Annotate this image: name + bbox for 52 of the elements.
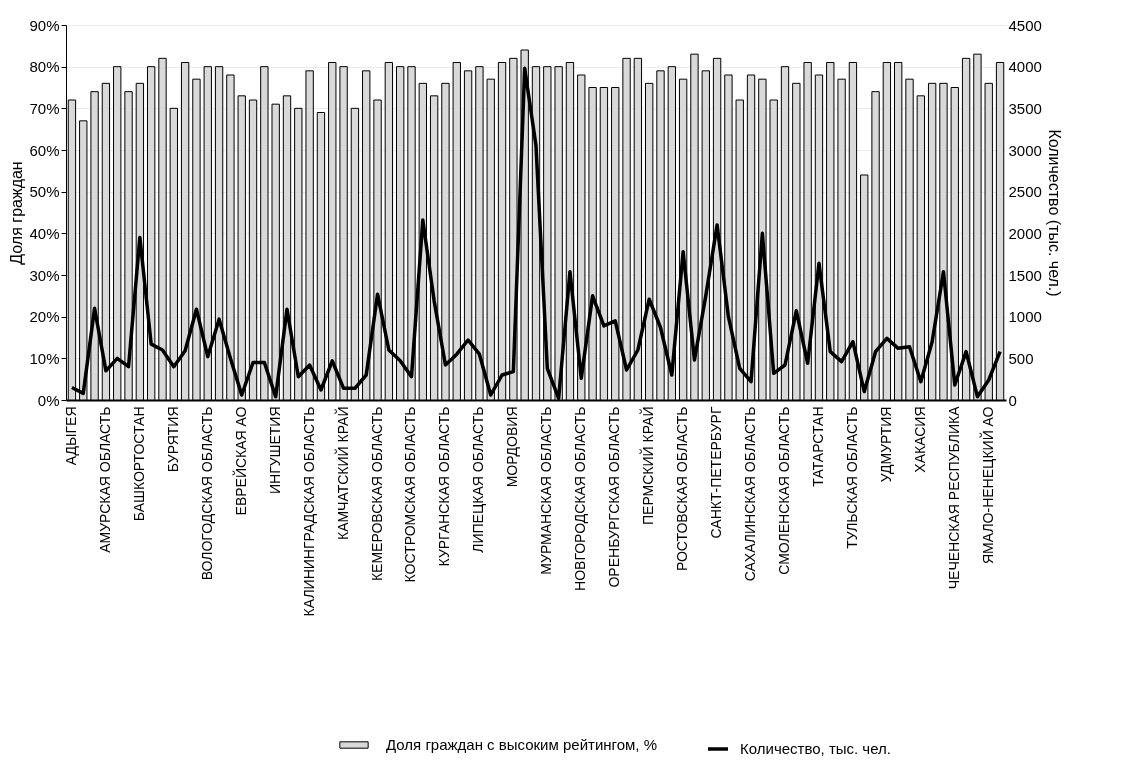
y2-tick-label: 4500: [1008, 16, 1042, 34]
y-axis-title: Доля граждан: [8, 161, 26, 265]
x-tick-label: АМУРСКАЯ ОБЛАСТЬ: [96, 406, 113, 553]
y-tick-label: 60%: [29, 141, 60, 159]
x-tick-label: КАМЧАТСКИЙ КРАЙ: [333, 406, 351, 540]
x-tick-label: КАЛИНИНГРАДСКАЯ ОБЛАСТЬ: [300, 406, 317, 617]
y2-tick-label: 1000: [1008, 308, 1042, 326]
y2-tick-label: 4000: [1008, 58, 1042, 76]
x-tick-label: МУРМАНСКАЯ ОБЛАСТЬ: [538, 406, 555, 575]
legend-label: Количество, тыс. чел.: [740, 740, 891, 757]
x-tick-label: КОСТРОМСКАЯ ОБЛАСТЬ: [402, 406, 419, 583]
y-tick-label: 30%: [29, 266, 60, 284]
y2-tick-label: 0: [1008, 391, 1017, 409]
y-tick-label: 80%: [29, 58, 60, 76]
y-tick-label: 0%: [37, 391, 60, 409]
y-tick-label: 10%: [29, 349, 60, 367]
y2-tick-label: 3000: [1008, 141, 1042, 159]
x-tick-label: КЕМЕРОВСКАЯ ОБЛАСТЬ: [368, 406, 385, 582]
x-tick-label: САНКТ-ПЕТЕРБУРГ: [708, 406, 725, 539]
x-tick-label: ТУЛЬСКАЯ ОБЛАСТЬ: [843, 406, 860, 549]
x-tick-label: МОРДОВИЯ: [504, 406, 521, 488]
x-tick-label: БУРЯТИЯ: [164, 406, 181, 473]
x-tick-label: ЛИПЕЦКАЯ ОБЛАСТЬ: [470, 406, 487, 553]
x-tick-label: САХАЛИНСКАЯ ОБЛАСТЬ: [742, 406, 759, 582]
x-tick-label: ИНГУШЕТИЯ: [266, 406, 283, 495]
y2-tick-label: 3500: [1008, 99, 1042, 117]
y-tick-label: 70%: [29, 99, 60, 117]
x-tick-label: ОРЕНБУРГСКАЯ ОБЛАСТЬ: [606, 406, 623, 588]
x-tick-label: НОВГОРОДСКАЯ ОБЛАСТЬ: [572, 406, 589, 591]
y2-axis-title: Количество (тыс. чел.): [1045, 129, 1063, 297]
y-tick-label: 20%: [29, 308, 60, 326]
y2-tick-label: 2500: [1008, 183, 1042, 201]
y2-tick-label: 1500: [1008, 266, 1042, 284]
x-tick-label: ПЕРМСКИЙ КРАЙ: [639, 406, 657, 525]
y-tick-label: 50%: [29, 183, 60, 201]
x-tick-label: ТАТАРСТАН: [809, 406, 826, 487]
x-tick-label: ЯМАЛО-НЕНЕЦКИЙ АО: [978, 406, 996, 564]
x-tick-label: ХАКАСИЯ: [911, 406, 928, 473]
y-tick-label: 40%: [29, 224, 60, 242]
x-tick-label: ЧЕЧЕНСКАЯ РЕСПУБЛИКА: [945, 405, 962, 590]
x-tick-label: ЕВРЕЙСКАЯ АО: [231, 406, 249, 516]
x-tick-label: АДЫГЕЯ: [62, 406, 79, 466]
y2-tick-label: 2000: [1008, 224, 1042, 242]
x-tick-label: КУРГАНСКАЯ ОБЛАСТЬ: [436, 406, 453, 567]
y-tick-label: 90%: [29, 16, 60, 34]
x-tick-label: УДМУРТИЯ: [877, 406, 894, 483]
x-tick-label: РОСТОВСКАЯ ОБЛАСТЬ: [674, 406, 691, 572]
x-tick-label: ВОЛОГОДСКАЯ ОБЛАСТЬ: [198, 406, 215, 581]
y2-tick-label: 500: [1008, 349, 1034, 367]
x-tick-label: БАШКОРТОСТАН: [130, 406, 147, 522]
x-tick-label: СМОЛЕНСКАЯ ОБЛАСТЬ: [776, 406, 793, 575]
legend-label: Доля граждан с высоким рейтингом, %: [386, 736, 658, 753]
